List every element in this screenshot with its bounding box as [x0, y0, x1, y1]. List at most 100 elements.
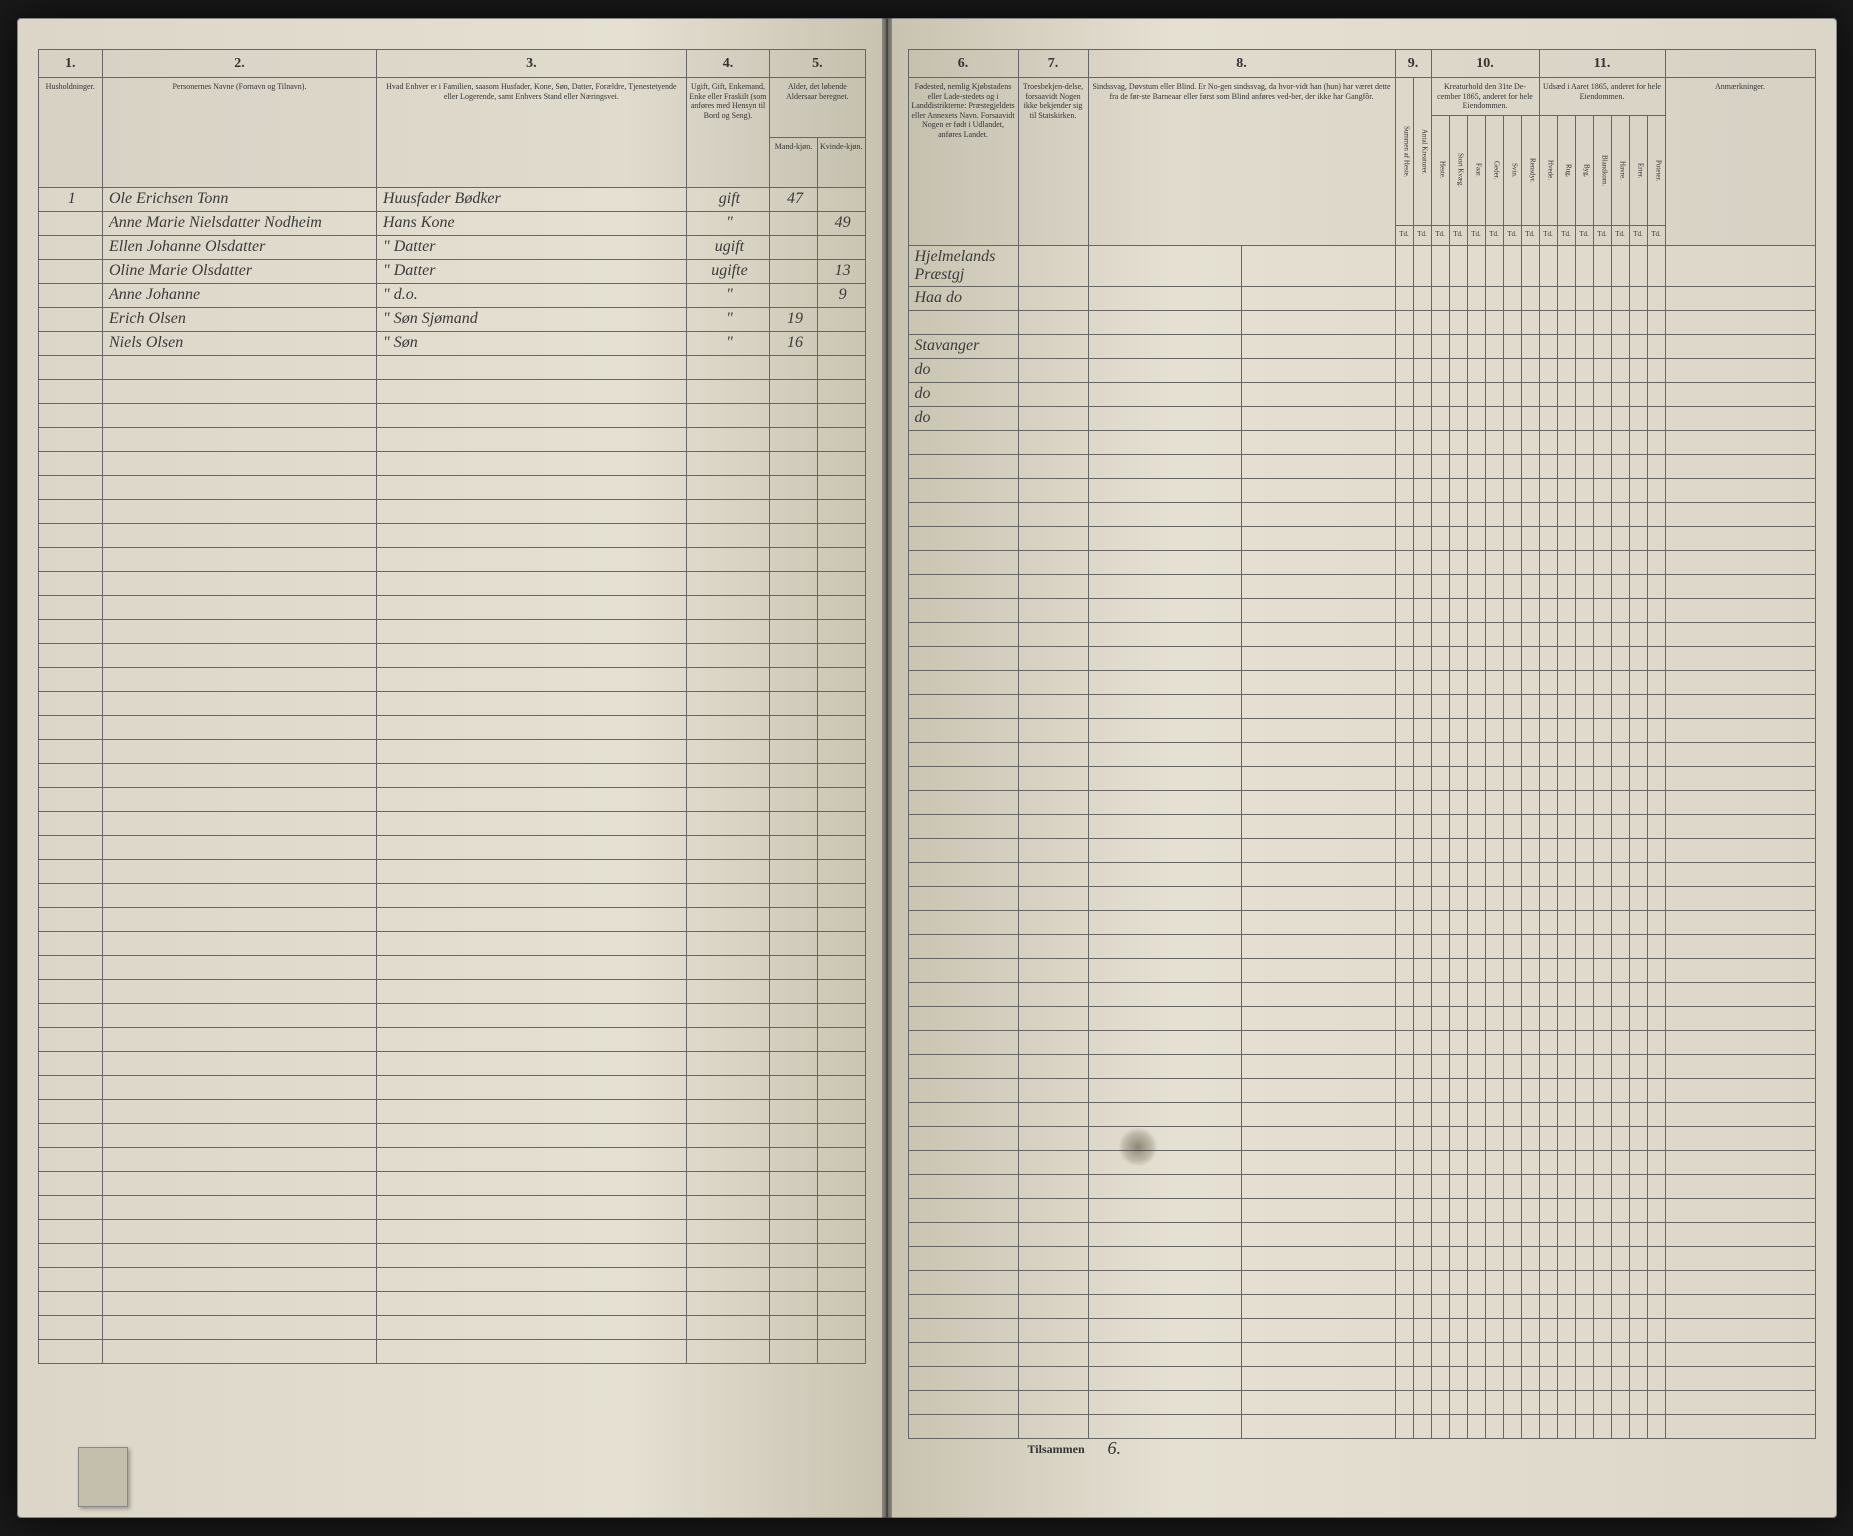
- table-row: Hjelmelands Præstgj: [908, 245, 1815, 286]
- table-row: [38, 548, 865, 572]
- table-row: [38, 500, 865, 524]
- table-row: [38, 644, 865, 668]
- table-row: [38, 1196, 865, 1220]
- table-row: [908, 838, 1815, 862]
- table-row: [38, 788, 865, 812]
- table-row: [38, 428, 865, 452]
- c11s1: Rug.: [1557, 115, 1575, 225]
- right-page: 6. 7. 8. 9. 10. 11. Fødested, nemlig Kjø…: [887, 18, 1837, 1518]
- c11s5: Erter.: [1629, 115, 1647, 225]
- table-row: [38, 884, 865, 908]
- table-row: [38, 956, 865, 980]
- unit-cell: Td.: [1503, 225, 1521, 245]
- table-row: [38, 1100, 865, 1124]
- c11s4: Havre.: [1611, 115, 1629, 225]
- col7-head: Troesbekjen-delse, forsaavidt Nogen ikke…: [1018, 78, 1088, 246]
- footer-label: Tilsammen: [1028, 1442, 1085, 1457]
- table-row: [38, 1004, 865, 1028]
- right-body: Hjelmelands PræstgjHaa doStavangerdododo: [908, 245, 1815, 1438]
- table-row: [38, 452, 865, 476]
- table-row: do: [908, 382, 1815, 406]
- table-row: [38, 908, 865, 932]
- col12-head: Anmærkninger.: [1665, 78, 1815, 246]
- col5-sub1: Mand-kjøn.: [770, 138, 818, 188]
- table-row: [38, 620, 865, 644]
- table-row: [908, 910, 1815, 934]
- table-row: [38, 404, 865, 428]
- unit-cell: Td.: [1557, 225, 1575, 245]
- col6-num: 6.: [908, 50, 1018, 78]
- c10s2: Faar.: [1467, 115, 1485, 225]
- table-row: [38, 1076, 865, 1100]
- col11-head: Udsæd i Aaret 1865, anderet for hele Eie…: [1539, 78, 1665, 116]
- table-row: [908, 598, 1815, 622]
- book-spine: [882, 18, 892, 1518]
- table-row: [908, 574, 1815, 598]
- table-row: [38, 1316, 865, 1340]
- table-row: [908, 934, 1815, 958]
- footer-value: 6.: [1108, 1438, 1122, 1459]
- right-table: 6. 7. 8. 9. 10. 11. Fødested, nemlig Kjø…: [908, 49, 1816, 1439]
- header-row: Husholdninger. Personernes Navne (Fornav…: [38, 78, 865, 138]
- table-row: Ellen Johanne Olsdatter" Datterugift: [38, 236, 865, 260]
- col8-num: 8.: [1088, 50, 1395, 78]
- unit-cell: Td.: [1647, 225, 1665, 245]
- table-row: [908, 1246, 1815, 1270]
- table-row: [908, 646, 1815, 670]
- table-row: [908, 622, 1815, 646]
- table-row: [38, 668, 865, 692]
- unit-cell: Td.: [1395, 225, 1413, 245]
- unit-cell: Td.: [1431, 225, 1449, 245]
- left-table: 1. 2. 3. 4. 5. Husholdninger. Personerne…: [38, 49, 866, 1364]
- table-row: [908, 1222, 1815, 1246]
- col10-num: 10.: [1431, 50, 1539, 78]
- table-row: [38, 524, 865, 548]
- table-row: [908, 1030, 1815, 1054]
- left-body: 1Ole Erichsen TonnHuusfader Bødkergift47…: [38, 188, 865, 1364]
- table-row: [38, 1124, 865, 1148]
- table-row: [908, 1366, 1815, 1390]
- table-row: [908, 982, 1815, 1006]
- table-row: Erich Olsen" Søn Sjømand"19: [38, 308, 865, 332]
- table-row: [908, 862, 1815, 886]
- unit-cell: Td.: [1413, 225, 1431, 245]
- table-row: [908, 1390, 1815, 1414]
- table-row: Anne Johanne" d.o."9: [38, 284, 865, 308]
- col2-head: Personernes Navne (Fornavn og Tilnavn).: [102, 78, 376, 188]
- table-row: [38, 860, 865, 884]
- c10s3: Geder.: [1485, 115, 1503, 225]
- table-row: [908, 526, 1815, 550]
- table-row: [38, 932, 865, 956]
- table-row: [908, 1102, 1815, 1126]
- table-row: [908, 670, 1815, 694]
- table-row: [908, 502, 1815, 526]
- table-row: [38, 836, 865, 860]
- table-row: [908, 550, 1815, 574]
- table-row: Haa do: [908, 286, 1815, 310]
- unit-cell: Td.: [1593, 225, 1611, 245]
- table-row: do: [908, 406, 1815, 430]
- table-row: [38, 1028, 865, 1052]
- unit-cell: Td.: [1467, 225, 1485, 245]
- table-row: [908, 430, 1815, 454]
- table-row: [38, 1220, 865, 1244]
- colnum-row-r: 6. 7. 8. 9. 10. 11.: [908, 50, 1815, 78]
- unit-cell: Td.: [1629, 225, 1647, 245]
- col1-head: Husholdninger.: [38, 78, 102, 188]
- header-row-r: Fødested, nemlig Kjøbstadens eller Lade-…: [908, 78, 1815, 116]
- col9-sub1: Summen af Heste.: [1395, 78, 1413, 226]
- table-row: [38, 716, 865, 740]
- table-row: [38, 1340, 865, 1364]
- table-row: [908, 742, 1815, 766]
- table-row: [908, 718, 1815, 742]
- table-row: [908, 1150, 1815, 1174]
- col3-num: 3.: [377, 50, 687, 78]
- col4-head: Ugift, Gift, Enkemand, Enke eller Fraski…: [686, 78, 769, 188]
- table-row: [38, 356, 865, 380]
- table-row: [908, 1126, 1815, 1150]
- col5-num: 5.: [770, 50, 865, 78]
- col2-num: 2.: [102, 50, 376, 78]
- table-row: [38, 764, 865, 788]
- table-row: [908, 1174, 1815, 1198]
- unit-cell: Td.: [1611, 225, 1629, 245]
